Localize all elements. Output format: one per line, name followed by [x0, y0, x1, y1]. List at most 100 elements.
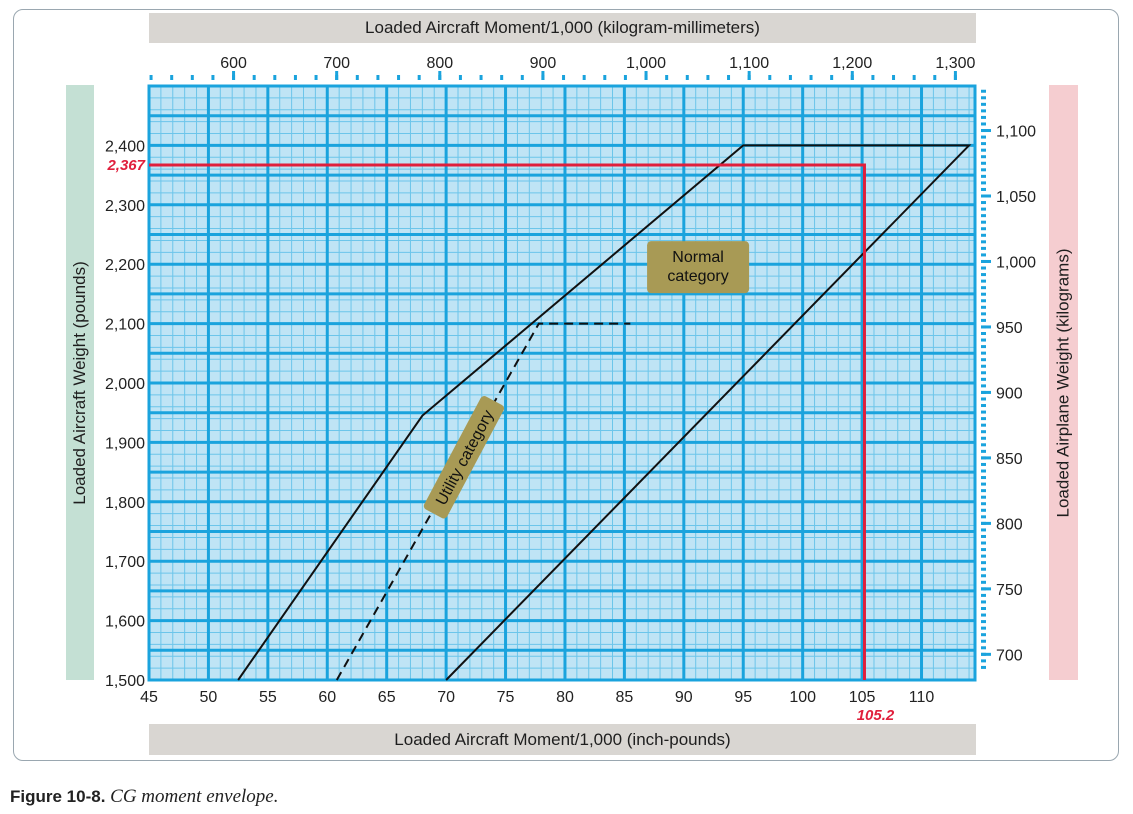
right-ruler-major-tick [981, 521, 991, 525]
right-axis-ruler [981, 89, 991, 669]
y-tick-label: 2,200 [105, 257, 145, 274]
right-ruler-minor-tick [981, 122, 986, 126]
top-axis-ruler [149, 71, 957, 80]
right-ruler-minor-tick [981, 469, 986, 473]
top-ruler-major-tick [850, 71, 854, 80]
right-ruler-minor-tick [981, 155, 986, 159]
top-ruler-minor-tick [809, 75, 813, 80]
right-ruler-minor-tick [981, 665, 986, 669]
top-ruler-major-tick [232, 71, 236, 80]
right-ruler-major-tick [981, 652, 991, 656]
right-ruler-minor-tick [981, 253, 986, 257]
right-ruler-minor-tick [981, 449, 986, 453]
tick-labels: 45 50 55 60 65 70 75 80 85 90 95 100 105 110 1,500 1,60… [105, 55, 1036, 706]
right-ruler-minor-tick [981, 580, 986, 584]
x-tick-label: 55 [259, 689, 277, 706]
right-ruler-minor-tick [981, 541, 986, 545]
top-ruler-minor-tick [871, 75, 875, 80]
top-ruler-major-tick [747, 71, 751, 80]
y-tick-label: 1,900 [105, 435, 145, 452]
right-ruler-minor-tick [981, 462, 986, 466]
figure-label: Figure 10-8. [10, 787, 106, 806]
y2-tick-label: 800 [996, 516, 1023, 533]
right-ruler-minor-tick [981, 364, 986, 368]
y-tick-label: 1,500 [105, 673, 145, 690]
top-ruler-minor-tick [768, 75, 772, 80]
y2-tick-label: 950 [996, 320, 1023, 337]
top-ruler-minor-tick [376, 75, 380, 80]
y2-tick-label: 1,100 [996, 124, 1036, 141]
x2-tick-label: 600 [220, 55, 247, 72]
top-ruler-minor-tick [397, 75, 401, 80]
x-tick-label: 85 [615, 689, 633, 706]
right-ruler-minor-tick [981, 332, 986, 335]
figure-caption: Figure 10-8. CG moment envelope. [10, 786, 278, 808]
right-ruler-minor-tick [981, 410, 986, 414]
right-ruler-minor-tick [981, 161, 986, 165]
right-ruler-minor-tick [981, 89, 986, 93]
top-axis-title: Loaded Aircraft Moment/1,000 (kilogram-m… [149, 13, 976, 43]
top-ruler-minor-tick [252, 75, 256, 80]
x2-tick-label: 1,000 [626, 55, 666, 72]
right-ruler-minor-tick [981, 626, 986, 630]
right-ruler-minor-tick [981, 659, 986, 663]
top-ruler-minor-tick [211, 75, 215, 80]
right-ruler-minor-tick [981, 607, 986, 610]
right-ruler-minor-tick [981, 489, 986, 493]
top-ruler-minor-tick [562, 75, 566, 80]
right-ruler-minor-tick [981, 312, 986, 316]
right-ruler-minor-tick [981, 613, 986, 617]
highlight-line [149, 163, 866, 680]
right-ruler-minor-tick [981, 528, 986, 532]
right-ruler-minor-tick [981, 443, 986, 447]
top-ruler-minor-tick [892, 75, 896, 80]
x2-tick-label: 800 [426, 55, 453, 72]
y-tick-label: 2,100 [105, 317, 145, 334]
right-ruler-minor-tick [981, 338, 986, 342]
top-ruler-minor-tick [603, 75, 607, 80]
y2-tick-label: 700 [996, 647, 1023, 664]
right-ruler-minor-tick [981, 495, 986, 499]
right-ruler-minor-tick [981, 502, 986, 506]
y-tick-label: 1,600 [105, 614, 145, 631]
right-ruler-minor-tick [981, 266, 986, 270]
top-ruler-minor-tick [293, 75, 297, 80]
top-ruler-minor-tick [520, 75, 524, 80]
x2-tick-label: 1,200 [832, 55, 872, 72]
y2-tick-label: 1,000 [996, 254, 1036, 271]
right-ruler-major-tick [981, 325, 991, 329]
right-ruler-minor-tick [981, 404, 986, 408]
right-ruler-minor-tick [981, 436, 986, 440]
x-tick-label: 75 [497, 689, 515, 706]
right-ruler-minor-tick [981, 574, 986, 578]
right-ruler-major-tick [981, 194, 991, 198]
right-ruler-minor-tick [981, 292, 986, 296]
top-ruler-major-tick [644, 71, 648, 80]
right-ruler-minor-tick [981, 633, 986, 637]
right-ruler-minor-tick [981, 240, 986, 244]
right-ruler-minor-tick [981, 142, 986, 146]
y2-tick-label: 750 [996, 582, 1023, 599]
right-ruler-minor-tick [981, 358, 986, 362]
right-ruler-minor-tick [981, 508, 986, 512]
right-ruler-minor-tick [981, 227, 986, 231]
right-ruler-major-tick [981, 259, 991, 263]
top-ruler-minor-tick [933, 75, 937, 80]
right-ruler-major-tick [981, 390, 991, 394]
right-ruler-minor-tick [981, 384, 986, 388]
top-ruler-minor-tick [314, 75, 318, 80]
right-ruler-minor-tick [981, 220, 986, 224]
top-ruler-minor-tick [788, 75, 792, 80]
right-ruler-minor-tick [981, 109, 986, 113]
top-ruler-major-tick [953, 71, 957, 80]
right-ruler-minor-tick [981, 233, 986, 237]
x-tick-label: 60 [318, 689, 336, 706]
highlight-layer: 2,367 105.2 [106, 157, 894, 724]
right-ruler-major-tick [981, 129, 991, 133]
top-ruler-minor-tick [458, 75, 462, 80]
top-ruler-minor-tick [582, 75, 586, 80]
series-layer [237, 144, 972, 681]
top-ruler-minor-tick [479, 75, 483, 80]
y2-tick-label: 850 [996, 451, 1023, 468]
